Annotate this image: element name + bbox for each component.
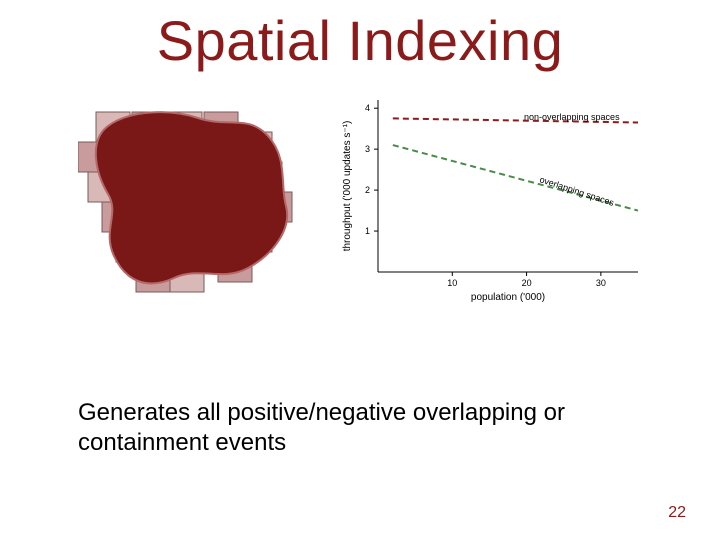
svg-text:2: 2	[365, 185, 370, 195]
throughput-chart: 1 2 3 4 10 20 30 population ('000) throughput ('…	[334, 88, 654, 328]
svg-text:4: 4	[365, 103, 370, 113]
svg-text:throughput ('000 updates s⁻¹): throughput ('000 updates s⁻¹)	[342, 121, 353, 252]
svg-text:20: 20	[522, 278, 532, 288]
svg-text:non-overlapping spaces: non-overlapping spaces	[524, 112, 620, 122]
spatial-index-graphic	[78, 106, 298, 296]
svg-text:1: 1	[365, 226, 370, 236]
svg-text:10: 10	[447, 278, 457, 288]
svg-text:overlapping spaces: overlapping spaces	[538, 174, 615, 208]
slide-description: Generates all positive/negative overlapp…	[78, 398, 638, 458]
slide-title: Spatial Indexing	[0, 8, 720, 73]
svg-text:3: 3	[365, 144, 370, 154]
svg-text:30: 30	[596, 278, 606, 288]
page-number: 22	[668, 504, 686, 522]
svg-text:population ('000): population ('000)	[471, 292, 545, 303]
